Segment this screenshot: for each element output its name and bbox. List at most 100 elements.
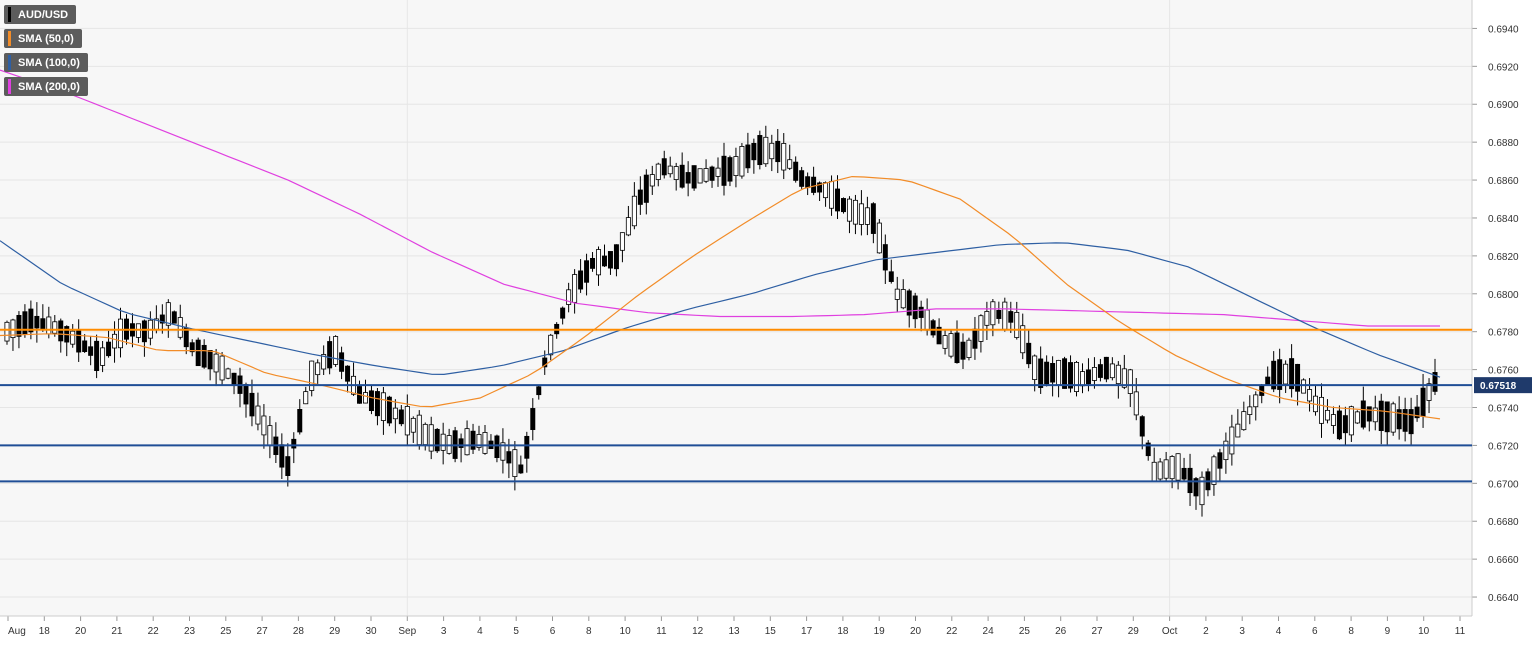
current-price-label: 0.67518 bbox=[1480, 381, 1517, 392]
candle-down bbox=[1026, 342, 1032, 365]
candle-up bbox=[733, 156, 739, 177]
y-tick-label: 0.6920 bbox=[1488, 62, 1519, 73]
legend-swatch-sma-50 bbox=[8, 31, 11, 46]
candle-up bbox=[1211, 456, 1217, 485]
candle-down bbox=[1271, 360, 1277, 390]
candle-down bbox=[840, 198, 846, 213]
y-tick-label: 0.6740 bbox=[1488, 404, 1519, 415]
x-tick-label: Oct bbox=[1162, 626, 1178, 637]
candle-down bbox=[1139, 416, 1145, 437]
candle-up bbox=[697, 168, 703, 184]
legend-label: SMA (50,0) bbox=[18, 32, 74, 45]
candle-up bbox=[787, 159, 793, 169]
candle-down bbox=[637, 189, 643, 205]
x-tick-label: 6 bbox=[550, 626, 556, 637]
candle-down bbox=[243, 384, 249, 405]
candle-up bbox=[1014, 311, 1020, 338]
candle-down bbox=[584, 260, 590, 283]
candle-down bbox=[386, 396, 392, 424]
candle-up bbox=[118, 318, 124, 349]
candle-down bbox=[691, 165, 697, 189]
candle-down bbox=[1289, 358, 1295, 390]
candle-up bbox=[321, 354, 327, 370]
candle-down bbox=[685, 172, 691, 184]
candle-down bbox=[1097, 364, 1103, 378]
candle-up bbox=[309, 360, 315, 391]
candle-down bbox=[22, 311, 28, 335]
plot-area bbox=[0, 0, 1472, 616]
candle-down bbox=[1068, 362, 1074, 389]
candle-up bbox=[548, 334, 554, 356]
candle-down bbox=[643, 174, 649, 203]
candle-down bbox=[679, 164, 685, 188]
y-tick-label: 0.6780 bbox=[1488, 328, 1519, 339]
candle-down bbox=[613, 244, 619, 270]
y-tick-label: 0.6640 bbox=[1488, 593, 1519, 604]
legend-item-sma-200[interactable]: SMA (200,0) bbox=[4, 77, 88, 96]
candle-up bbox=[823, 182, 829, 199]
candle-down bbox=[607, 251, 613, 269]
x-tick-label: 29 bbox=[1128, 626, 1140, 637]
x-tick-label: 13 bbox=[728, 626, 740, 637]
candle-up bbox=[165, 302, 171, 326]
y-axis-area bbox=[1472, 0, 1536, 641]
candle-down bbox=[835, 188, 841, 212]
x-tick-label: 5 bbox=[513, 626, 519, 637]
candle-up bbox=[219, 355, 225, 381]
candle-up bbox=[649, 174, 655, 187]
candle-up bbox=[1199, 476, 1205, 506]
candle-down bbox=[1414, 406, 1420, 419]
candle-up bbox=[894, 288, 900, 300]
candle-down bbox=[996, 310, 1002, 319]
candle-down bbox=[757, 135, 763, 166]
candle-down bbox=[578, 270, 584, 290]
y-tick-label: 0.6720 bbox=[1488, 441, 1519, 452]
candle-down bbox=[1295, 363, 1301, 392]
candle-down bbox=[727, 157, 733, 182]
candle-down bbox=[327, 341, 333, 369]
candle-up bbox=[1235, 423, 1241, 438]
candle-down bbox=[1008, 311, 1014, 323]
candle-up bbox=[990, 301, 996, 326]
x-tick-label: 21 bbox=[111, 626, 123, 637]
legend-item-aud-usd[interactable]: AUD/USD bbox=[4, 5, 77, 24]
x-tick-label: 20 bbox=[75, 626, 87, 637]
candle-down bbox=[1062, 358, 1068, 389]
candle-up bbox=[1318, 396, 1324, 424]
candle-down bbox=[494, 435, 500, 459]
candle-down bbox=[16, 314, 22, 337]
x-tick-label: 28 bbox=[293, 626, 305, 637]
candle-down bbox=[398, 409, 404, 425]
candle-down bbox=[954, 332, 960, 364]
candle-down bbox=[912, 295, 918, 320]
candle-up bbox=[984, 311, 990, 326]
candle-down bbox=[972, 328, 978, 349]
candle-up bbox=[966, 339, 972, 358]
candle-down bbox=[506, 451, 512, 464]
candle-down bbox=[1384, 401, 1390, 433]
legend-item-sma-50[interactable]: SMA (50,0) bbox=[4, 29, 82, 48]
candle-down bbox=[339, 352, 345, 372]
candle-up bbox=[1330, 414, 1336, 426]
candle-down bbox=[805, 176, 811, 189]
candle-up bbox=[1283, 363, 1289, 385]
candle-down bbox=[536, 386, 542, 396]
candle-up bbox=[1157, 461, 1163, 480]
candle-up bbox=[978, 315, 984, 342]
candle-up bbox=[1163, 459, 1169, 479]
y-tick-label: 0.6700 bbox=[1488, 479, 1519, 490]
candle-down bbox=[817, 182, 823, 193]
x-tick-label: 2 bbox=[1203, 626, 1209, 637]
x-tick-label: Aug bbox=[8, 626, 26, 637]
candle-down bbox=[751, 142, 757, 161]
candle-down bbox=[930, 320, 936, 336]
candle-up bbox=[566, 289, 572, 305]
candle-up bbox=[428, 424, 434, 452]
candle-up bbox=[673, 166, 679, 180]
candle-down bbox=[721, 155, 727, 186]
legend-item-sma-100[interactable]: SMA (100,0) bbox=[4, 53, 88, 72]
candle-up bbox=[619, 232, 625, 251]
x-tick-label: 10 bbox=[1418, 626, 1430, 637]
